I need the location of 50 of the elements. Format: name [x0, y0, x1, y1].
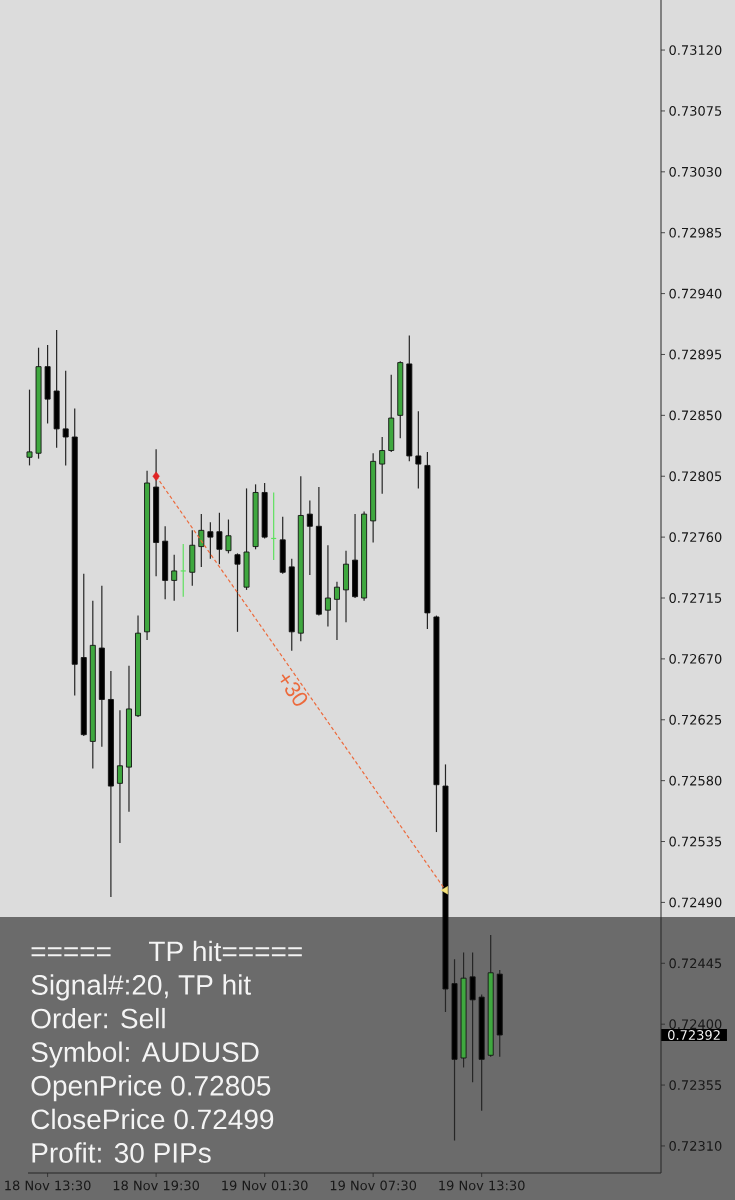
annotation: TP hit=====	[148, 940, 302, 962]
y-tick-label: 0.72940	[669, 288, 722, 299]
candlestick	[469, 951, 476, 1083]
x-tick-label: 19 Nov 13:30	[439, 1180, 525, 1191]
y-tick-label: 0.73030	[669, 166, 722, 177]
y-tick-label: 0.72355	[669, 1080, 722, 1090]
candlestick	[26, 389, 33, 467]
x-tick-label: 18 Nov 13:30	[5, 1180, 91, 1191]
annotation: =====	[31, 947, 111, 957]
y-tick-label: 0.72715	[669, 593, 722, 603]
candlestick	[198, 513, 205, 568]
y-tick-label: 0.73075	[669, 106, 722, 116]
candlestick	[207, 521, 214, 560]
y-tick-label: 0.72580	[669, 775, 722, 786]
y-tick-label: 0.72535	[669, 836, 722, 847]
annotation: +30	[280, 674, 308, 706]
candlestick	[379, 436, 386, 495]
x-tick-label: 19 Nov 07:30	[330, 1180, 417, 1191]
annotation: ClosePrice 0.72499	[31, 1108, 274, 1130]
y-tick-label: 0.72760	[669, 532, 722, 543]
y-tick-label: 0.72850	[669, 410, 722, 421]
candlestick	[116, 709, 123, 844]
candlestick	[180, 543, 187, 598]
candlestick	[415, 410, 422, 490]
candlestick	[333, 581, 340, 641]
y-tick-label: 0.72805	[669, 471, 722, 482]
y-tick-label: 0.73120	[669, 45, 722, 55]
y-tick-label: 0.72625	[669, 714, 722, 725]
candlestick	[62, 370, 69, 467]
candlestick	[324, 544, 331, 628]
annotation: Order: Sell	[31, 1007, 165, 1029]
y-tick-label: 0.72895	[669, 349, 722, 360]
text: 0.72392	[668, 1030, 720, 1040]
candlestick	[171, 554, 178, 602]
y-tick-label: 0.72985	[669, 227, 722, 238]
annotation: Signal#:20, TP hit	[31, 974, 251, 1001]
y-tick-label: 0.72310	[669, 1141, 722, 1151]
annotation: Symbol: AUDUSD	[31, 1041, 259, 1068]
x-tick-label: 19 Nov 01:30	[222, 1180, 308, 1191]
candlestick	[225, 518, 232, 554]
candlestick	[234, 552, 241, 633]
y-tick-label: 0.72670	[669, 653, 722, 664]
y-tick-label: 0.72445	[669, 958, 722, 969]
x-tick-label: 18 Nov 19:30	[113, 1180, 200, 1191]
y-tick-label: 0.72400	[669, 1019, 722, 1030]
annotation: Profit: 30 PIPs	[32, 1142, 211, 1163]
y-tick-label: 0.72490	[669, 897, 722, 908]
candlestick	[306, 499, 313, 576]
annotation: OpenPrice 0.72805	[31, 1075, 271, 1102]
candlestick	[216, 512, 223, 565]
